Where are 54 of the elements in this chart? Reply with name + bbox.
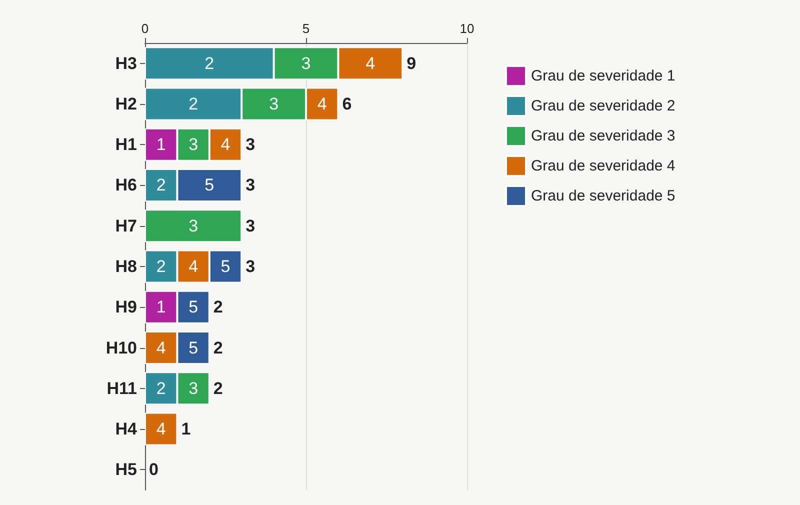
annotation: 5 xyxy=(220,257,230,276)
y-tick-label: H8 xyxy=(115,257,137,276)
total-label: 2 xyxy=(213,378,223,398)
total-label: 2 xyxy=(213,298,223,317)
total-label: 3 xyxy=(246,216,256,236)
text: 0 xyxy=(149,460,158,480)
total-label: 3 xyxy=(246,176,256,195)
legend-label: Grau de severidade 5 xyxy=(531,188,676,204)
annotation: 2 xyxy=(156,378,166,398)
annotation: 3 xyxy=(188,216,198,236)
y-tick-label: H2 xyxy=(115,94,137,114)
annotation: 2 xyxy=(204,54,214,73)
y-tick-label: H3 xyxy=(115,54,137,73)
legend-label: Grau de severidade 1 xyxy=(531,68,676,84)
annotation: 1 xyxy=(156,135,166,154)
y-tick-label: H10 xyxy=(106,338,137,358)
total-label: 3 xyxy=(246,135,256,154)
annotation: 3 xyxy=(269,94,279,114)
x-tick-label: 10 xyxy=(460,21,474,36)
annotation: 5 xyxy=(188,298,198,317)
bar xyxy=(145,210,242,242)
annotation: 2 xyxy=(156,176,166,195)
annotation: 3 xyxy=(188,378,198,398)
total-label: 3 xyxy=(246,257,256,276)
annotation: 3 xyxy=(301,54,311,73)
total-label: 9 xyxy=(406,54,416,73)
y-tick-label: H7 xyxy=(115,216,137,236)
annotation: 1 xyxy=(156,298,166,317)
y-tick-label: H5 xyxy=(115,460,137,480)
total-label: 1 xyxy=(181,420,191,439)
y-tick-label: H4 xyxy=(115,420,138,439)
annotation: 4 xyxy=(220,135,230,154)
annotation: 5 xyxy=(204,176,214,195)
bar xyxy=(145,412,178,446)
annotation: 3 xyxy=(188,135,198,154)
y-tick-label: H1 xyxy=(115,135,137,154)
annotation: 4 xyxy=(188,257,198,276)
y-tick-label: H9 xyxy=(115,298,137,317)
annotation: 2 xyxy=(188,94,198,114)
x-tick-label: 0 xyxy=(141,21,149,36)
legend-label: Grau de severidade 4 xyxy=(531,158,676,174)
annotation: 4 xyxy=(317,94,327,114)
total-label: 6 xyxy=(342,94,352,114)
y-tick-label: H6 xyxy=(115,176,137,195)
annotation: 5 xyxy=(188,338,198,358)
annotation: 2 xyxy=(156,257,166,276)
total-label: 2 xyxy=(213,338,223,358)
annotation: 4 xyxy=(156,420,166,439)
annotation: 4 xyxy=(156,338,166,358)
annotation: 4 xyxy=(366,54,376,73)
legend-label: Grau de severidade 3 xyxy=(531,128,676,144)
legend-label: Grau de severidade 2 xyxy=(531,98,676,114)
x-tick-label: 5 xyxy=(302,21,310,36)
y-tick-label: H11 xyxy=(106,378,137,398)
